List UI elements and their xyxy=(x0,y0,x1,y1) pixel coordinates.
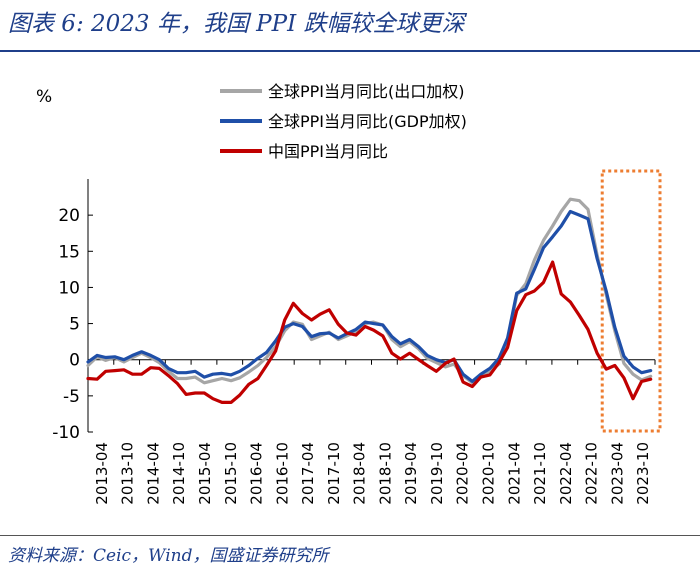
x-tick-label: 2018-10 xyxy=(376,442,394,505)
x-tick-label: 2021-04 xyxy=(505,442,523,505)
x-tick-label: 2022-04 xyxy=(557,442,575,505)
y-tick-label: 5 xyxy=(69,315,80,335)
series-line-1 xyxy=(86,209,653,383)
x-tick-label: 2019-10 xyxy=(428,442,446,505)
x-tick-label: 2021-10 xyxy=(531,442,549,505)
x-tick-label: 2013-10 xyxy=(119,442,137,505)
legend-label-0: 全球PPI当月同比(出口加权) xyxy=(268,82,465,101)
x-tick-label: 2016-04 xyxy=(248,442,266,505)
chart-lines xyxy=(86,197,653,404)
chart-legend: 全球PPI当月同比(出口加权) 全球PPI当月同比(GDP加权) 中国PPI当月同比 xyxy=(220,82,467,161)
x-tick-label: 2019-04 xyxy=(402,442,420,505)
y-tick-label: 20 xyxy=(58,206,80,226)
x-tick-label: 2018-04 xyxy=(351,442,369,505)
y-tick-label: -5 xyxy=(63,387,80,407)
y-tick-label: 15 xyxy=(58,242,80,262)
footer-divider xyxy=(0,535,700,536)
legend-label-2: 中国PPI当月同比 xyxy=(268,142,388,161)
y-tick-label: 10 xyxy=(58,278,80,298)
x-tick-label: 2023-10 xyxy=(634,442,652,505)
y-axis-unit-label: % xyxy=(36,87,52,107)
title-divider xyxy=(0,50,700,52)
legend-label-1: 全球PPI当月同比(GDP加权) xyxy=(268,112,467,131)
x-tick-label: 2017-10 xyxy=(325,442,343,505)
chart-axes: -10 -5 0 5 10 15 20% 2013-04 2013-10 2014-04 2014-… xyxy=(36,87,662,505)
x-tick-label: 2020-04 xyxy=(454,442,472,505)
x-tick-label: 2014-10 xyxy=(170,442,188,505)
x-tick-label: 2015-04 xyxy=(196,442,214,505)
y-tick-label: 0 xyxy=(69,351,80,371)
x-tick-label: 2016-10 xyxy=(273,442,291,505)
x-tick-label: 2023-04 xyxy=(608,442,626,505)
series-line-2 xyxy=(86,260,653,404)
line-chart: -10 -5 0 5 10 15 20% 2013-04 2013-10 2014-04 2014-… xyxy=(36,82,662,505)
y-tick-label: -10 xyxy=(52,423,80,443)
highlight-box-2023 xyxy=(600,169,662,433)
x-tick-label: 2014-04 xyxy=(144,442,162,505)
x-tick-label: 2020-10 xyxy=(479,442,497,505)
x-tick-label: 2013-04 xyxy=(93,442,111,505)
x-tick-label: 2022-10 xyxy=(583,442,601,505)
source-note: 资料来源：Ceic，Wind，国盛证券研究所 xyxy=(8,546,329,566)
x-tick-label: 2017-04 xyxy=(299,442,317,505)
x-tick-label: 2015-10 xyxy=(222,442,240,505)
series-line-0 xyxy=(86,197,653,385)
chart-title: 图表 6: 2023 年，我国 PPI 跌幅较全球更深 xyxy=(8,11,465,37)
